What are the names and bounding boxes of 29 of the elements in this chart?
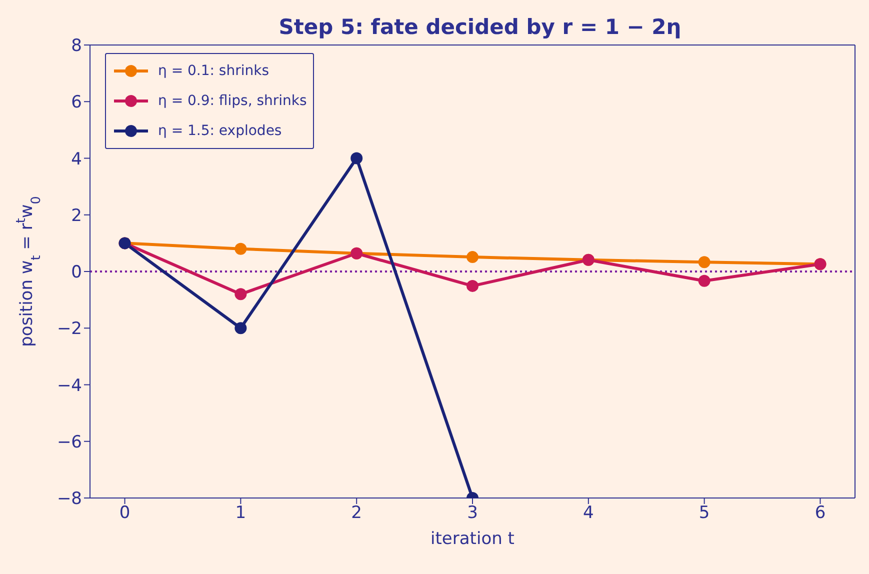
point	[466, 280, 478, 292]
legend-label: η = 1.5: explodes	[158, 123, 282, 139]
point	[234, 242, 247, 255]
y-tick-label: −8	[56, 489, 82, 510]
x-tick-label: 6	[814, 503, 826, 524]
x-axis-title: iteration t	[430, 529, 515, 549]
legend-label: η = 0.9: flips, shrinks	[158, 93, 307, 109]
point	[234, 288, 247, 300]
x-tick-label: 3	[467, 503, 478, 524]
y-tick-label: 2	[71, 206, 82, 226]
legend-label: η = 0.1: shrinks	[158, 63, 270, 79]
y-tick-label: 8	[71, 36, 82, 56]
x-tick-label: 2	[351, 503, 362, 524]
point	[234, 322, 247, 334]
point	[466, 251, 478, 264]
x-tick-label: 4	[582, 503, 594, 524]
x-tick-label: 1	[235, 503, 246, 524]
chart-title: Step 5: fate decided by r = 1 − 2η	[278, 15, 682, 39]
point	[698, 274, 710, 287]
y-tick-label: −6	[56, 432, 82, 452]
point	[698, 256, 710, 268]
x-tick-label: 0	[119, 503, 130, 524]
y-tick-label: −2	[56, 319, 82, 340]
y-tick-label: 6	[71, 92, 82, 113]
x-tick-label: 5	[698, 503, 710, 524]
y-tick-label: −4	[56, 376, 82, 396]
y-tick-label: 4	[71, 149, 82, 170]
y-tick-label: 0	[71, 262, 82, 283]
point	[350, 152, 363, 164]
